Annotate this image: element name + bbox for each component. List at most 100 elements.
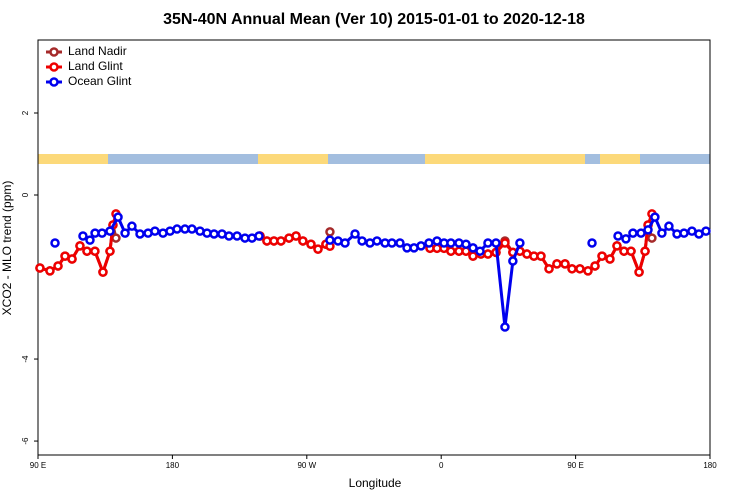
legend-marker <box>49 77 59 87</box>
plot-frame <box>37 39 711 456</box>
legend-label: Land Nadir <box>68 44 127 58</box>
point <box>340 238 350 248</box>
point <box>657 228 667 238</box>
point <box>291 231 301 241</box>
x-tick-label: 90 E <box>567 461 583 470</box>
point <box>224 231 234 241</box>
x-axis-label: Longitude <box>349 476 402 490</box>
x-tick-label: 180 <box>703 461 717 470</box>
point <box>357 236 367 246</box>
point <box>613 231 623 241</box>
point <box>424 238 434 248</box>
point <box>575 264 585 274</box>
point <box>468 243 478 253</box>
point <box>50 238 60 248</box>
point <box>98 267 108 277</box>
point <box>372 236 382 246</box>
point <box>626 246 636 256</box>
point <box>491 238 501 248</box>
point <box>395 238 405 248</box>
point <box>544 264 554 274</box>
point <box>515 238 525 248</box>
point <box>643 225 653 235</box>
point <box>634 267 644 277</box>
point <box>650 212 660 222</box>
legend-marker <box>49 47 59 57</box>
point <box>583 266 593 276</box>
point <box>306 239 316 249</box>
y-tick-label: 0 <box>21 192 30 197</box>
point <box>254 231 264 241</box>
point <box>90 246 100 256</box>
point <box>298 236 308 246</box>
point <box>536 251 546 261</box>
point <box>483 249 493 259</box>
point <box>628 228 638 238</box>
point <box>172 224 182 234</box>
point <box>416 241 426 251</box>
point <box>105 246 115 256</box>
point <box>679 228 689 238</box>
point <box>560 259 570 269</box>
point <box>82 246 92 256</box>
point <box>567 264 577 274</box>
point <box>587 238 597 248</box>
y-tick-label: -4 <box>21 355 30 363</box>
point <box>45 266 55 276</box>
legend-label: Ocean Glint <box>68 74 132 88</box>
point <box>468 251 478 261</box>
point <box>590 261 600 271</box>
point <box>209 229 219 239</box>
point <box>313 244 323 254</box>
point <box>461 239 471 249</box>
point <box>105 226 115 236</box>
point <box>387 238 397 248</box>
point <box>621 234 631 244</box>
y-axis-label: XCO2 - MLO trend (ppm) <box>0 181 14 316</box>
land-mask <box>38 154 710 164</box>
point <box>325 235 335 245</box>
point <box>640 246 650 256</box>
point <box>135 229 145 239</box>
y-tick-label: -6 <box>21 437 30 445</box>
point <box>35 263 45 273</box>
point <box>67 254 77 264</box>
point <box>446 246 456 256</box>
point <box>111 233 121 243</box>
x-tick-label: 90 E <box>30 461 46 470</box>
point <box>75 241 85 251</box>
point <box>127 221 137 231</box>
x-tick-label: 180 <box>166 461 180 470</box>
point <box>325 227 335 237</box>
point <box>636 228 646 238</box>
point <box>475 246 485 256</box>
x-tick-label: 0 <box>439 461 444 470</box>
point <box>53 261 63 271</box>
point <box>276 236 286 246</box>
point <box>500 238 510 248</box>
point <box>664 221 674 231</box>
point <box>78 231 88 241</box>
point <box>483 238 493 248</box>
point <box>120 228 130 238</box>
point <box>97 228 107 238</box>
point <box>85 235 95 245</box>
point <box>612 241 622 251</box>
point <box>605 254 615 264</box>
y-tick-label: 2 <box>21 110 30 115</box>
chart-title: 35N-40N Annual Mean (Ver 10) 2015-01-01 … <box>163 11 585 28</box>
point <box>508 256 518 266</box>
x-tick-label: 90 W <box>297 461 316 470</box>
point <box>187 224 197 234</box>
point <box>446 238 456 248</box>
point <box>701 226 711 236</box>
point <box>350 229 360 239</box>
point <box>500 322 510 332</box>
point <box>597 251 607 261</box>
point <box>113 212 123 222</box>
point <box>552 259 562 269</box>
point <box>232 231 242 241</box>
legend-marker <box>49 62 59 72</box>
legend-label: Land Glint <box>68 59 123 73</box>
